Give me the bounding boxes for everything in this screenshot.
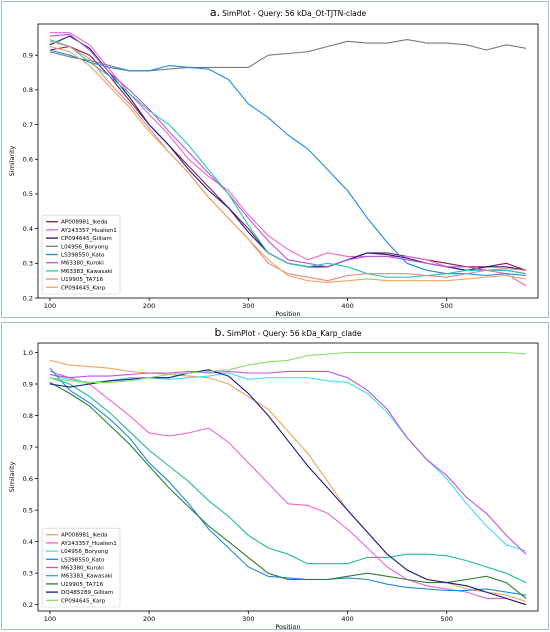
legend-label: M63380_Kuroki	[61, 261, 104, 267]
y-tick-label: 0.2	[23, 294, 33, 302]
y-tick-label: 0.9	[23, 52, 33, 60]
y-tick-label: 0.3	[23, 569, 33, 577]
series-line-AP008981_Ikeda	[49, 359, 527, 603]
legend-label: CP094645_Gilliam	[61, 236, 112, 242]
series-line-LS398550_Kato	[49, 367, 527, 596]
series-line-L04956_Boryong	[49, 39, 527, 72]
y-tick-label: 0.4	[23, 538, 33, 546]
series-line-DQ485289_Gilliam	[49, 369, 527, 606]
chart-title: a. SimPlot - Query: 56 kDa_Ot-TJTN-clade	[210, 6, 367, 19]
legend-label: U19905_TA716	[61, 582, 104, 588]
series-line-AP008981_Ikeda	[49, 45, 527, 271]
series-line-M63383_Kawasaki	[49, 377, 527, 584]
plot-frame	[37, 23, 539, 299]
legend-label: AY243357_Hualien1	[61, 228, 117, 234]
y-tick-label: 0.5	[23, 190, 33, 198]
x-tick-label: 100	[44, 302, 56, 310]
legend-label: CP094645_Karp	[61, 598, 106, 604]
legend-label: DQ485289_Gilliam	[61, 590, 113, 596]
y-tick-label: 0.6	[23, 156, 33, 164]
legend-label: M63380_Kuroki	[61, 566, 104, 572]
panel-letter: b.	[215, 326, 225, 339]
series-line-U19905_TA716	[49, 40, 527, 282]
x-axis-label: Position	[275, 623, 300, 629]
x-tick-label: 200	[143, 615, 155, 623]
x-tick-label: 500	[441, 302, 453, 310]
y-tick-label: 0.8	[23, 86, 33, 94]
series-line-CP094645_Karp	[49, 45, 527, 283]
y-tick-label: 0.8	[23, 412, 33, 420]
series-line-U19905_TA716	[49, 381, 527, 599]
legend	[41, 214, 121, 295]
legend-label: AP008981_Ikeda	[61, 533, 107, 539]
chart-b-svg: b. SimPlot - Query: 56 kDa_Karp_clade 100 2…	[8, 326, 539, 629]
chart-panel-a: a. SimPlot - Query: 56 kDa_Ot-TJTN-clade 1…	[1, 1, 549, 318]
x-tick-label: 400	[341, 615, 353, 623]
panel-letter: a.	[210, 6, 220, 19]
series-line-M63383_Kawasaki	[49, 39, 527, 278]
series-line-AY243357_Hualien1	[49, 32, 527, 287]
series-line-AY243357_Hualien1	[49, 370, 527, 606]
y-tick-label: 0.3	[23, 260, 33, 268]
y-tick-label: 0.4	[23, 225, 33, 233]
legend-label: CP094645_Karp	[61, 285, 106, 291]
chart-title-text: SimPlot - Query: 56 kDa_Karp_clade	[227, 329, 362, 338]
series-line-M63380_Kuroki	[49, 370, 527, 555]
plot-frame	[37, 342, 539, 612]
y-tick-label: 0.2	[23, 601, 33, 609]
x-tick-label: 300	[242, 615, 254, 623]
y-axis-label: Similarity	[8, 461, 16, 492]
legend-label: U19905_TA716	[61, 277, 104, 283]
legend-label: L04956_Boryong	[61, 244, 109, 250]
legend-label: AP008981_Ikeda	[61, 220, 107, 226]
y-tick-label: 0.7	[23, 121, 33, 129]
x-tick-label: 100	[44, 615, 56, 623]
x-tick-label: 400	[341, 302, 353, 310]
y-tick-label: 1.0	[23, 349, 33, 357]
y-tick-label: 0.7	[23, 443, 33, 451]
legend-label: LS398550_Kato	[61, 557, 105, 563]
x-axis-label: Position	[275, 310, 300, 317]
chart-a-svg: a. SimPlot - Query: 56 kDa_Ot-TJTN-clade 1…	[8, 6, 539, 317]
series-line-CP094645_Karp	[49, 351, 527, 383]
y-tick-label: 0.9	[23, 380, 33, 388]
series-line-L04956_Boryong	[49, 372, 527, 552]
y-axis-label: Similarity	[8, 145, 16, 176]
legend-label: M63383_Kawasaki	[61, 269, 113, 275]
series-line-CP094645_Gilliam	[49, 35, 527, 271]
legend	[41, 527, 121, 608]
y-tick-label: 0.6	[23, 475, 33, 483]
legend-label: L04956_Boryong	[61, 549, 109, 555]
x-tick-label: 300	[242, 302, 254, 310]
y-tick-label: 0.5	[23, 506, 33, 514]
chart-title-text: SimPlot - Query: 56 kDa_Ot-TJTN-clade	[222, 9, 366, 18]
series-line-M63380_Kuroki	[49, 33, 527, 275]
x-tick-label: 500	[441, 615, 453, 623]
chart-title: b. SimPlot - Query: 56 kDa_Karp_clade	[215, 326, 362, 339]
legend-label: M63383_Kawasaki	[61, 574, 113, 580]
chart-panel-b: b. SimPlot - Query: 56 kDa_Karp_clade 100 2…	[1, 322, 549, 630]
legend-label: LS398550_Kato	[61, 253, 105, 259]
x-tick-label: 200	[143, 302, 155, 310]
legend-label: AY243357_Hualien1	[61, 541, 117, 547]
